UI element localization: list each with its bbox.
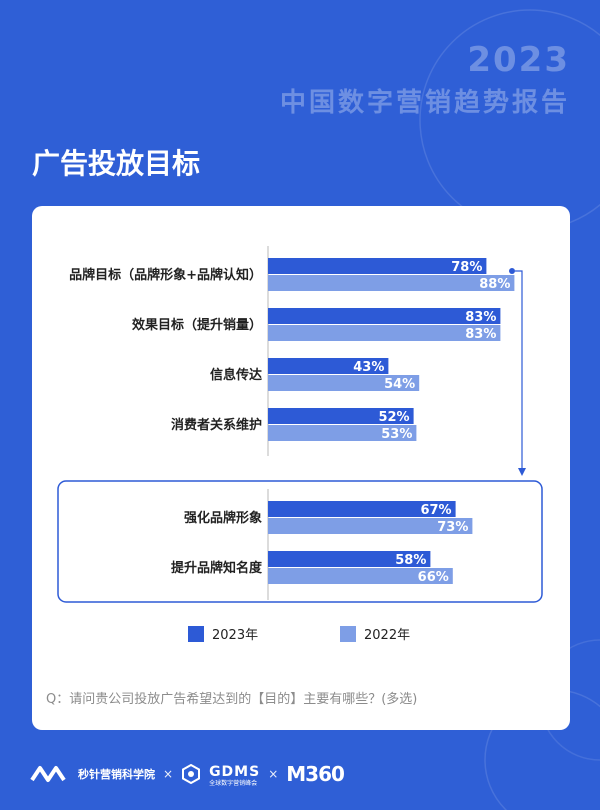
report-title: 中国数字营销趋势报告	[279, 88, 570, 118]
gdms-logo-icon	[182, 764, 201, 784]
connector-arrowhead	[518, 468, 526, 476]
bar-chart: 品牌目标（品牌形象+品牌认知） 78% 88% 效果目标（提升销量） 83% 83% 信息传…	[57, 246, 543, 643]
data-label: 52%	[378, 410, 409, 425]
legend-label: 2023年	[212, 628, 258, 643]
data-label: 78%	[451, 260, 482, 275]
footer-logos: 秒针营销科学院 × GDMS 全球数字营销峰会 × M360	[30, 760, 345, 788]
connector-line	[515, 270, 523, 474]
bar-2022	[268, 568, 453, 584]
gdms-subtitle: 全球数字营销峰会	[209, 780, 258, 787]
legend-label: 2022年	[364, 628, 410, 643]
bar-2022	[268, 518, 473, 534]
category-label: 消费者关系维护	[171, 417, 262, 433]
category-label: 品牌目标（品牌形象+品牌认知）	[69, 267, 262, 283]
m360-logo: M360	[286, 762, 345, 786]
data-label: 83%	[465, 327, 496, 342]
gdms-name: GDMS	[209, 764, 261, 780]
bar-2023	[268, 408, 414, 424]
connector-dot	[509, 268, 515, 274]
page-title: 广告投放目标	[32, 147, 201, 180]
legend-swatch	[188, 626, 204, 642]
category-label: 信息传达	[210, 367, 262, 383]
category-label: 提升品牌知名度	[171, 560, 263, 576]
bar-2022	[268, 275, 515, 291]
data-label: 83%	[465, 310, 496, 325]
data-label: 73%	[437, 520, 468, 535]
chart-card: 品牌目标（品牌形象+品牌认知） 78% 88% 效果目标（提升销量） 83% 83% 信息传…	[32, 206, 570, 730]
separator: ×	[163, 767, 174, 781]
gdms-wordmark: GDMS 全球数字营销峰会	[209, 761, 260, 787]
org1-name: 秒针营销科学院	[78, 768, 155, 781]
bar-2023	[268, 551, 431, 567]
highlight-box	[57, 480, 543, 603]
data-label: 43%	[353, 360, 384, 375]
bar-2023	[268, 501, 456, 517]
separator: ×	[268, 767, 279, 781]
data-label: 54%	[384, 377, 415, 392]
data-label: 53%	[381, 427, 412, 442]
survey-question: Q：请问贵公司投放广告希望达到的【目的】主要有哪些？(多选)	[46, 692, 418, 707]
bar-2022	[268, 425, 417, 441]
data-label: 58%	[395, 553, 426, 568]
data-label: 66%	[418, 570, 449, 585]
bar-2023	[268, 308, 501, 324]
bar-2023	[268, 258, 487, 274]
bar-2022	[268, 375, 420, 391]
legend-swatch	[340, 626, 356, 642]
data-label: 67%	[420, 503, 451, 518]
report-year: 2023	[467, 40, 570, 80]
data-label: 88%	[479, 277, 510, 292]
category-label: 强化品牌形象	[184, 510, 262, 526]
category-label: 效果目标（提升销量）	[132, 317, 262, 333]
bar-2022	[268, 325, 501, 341]
miaozhen-logo-icon	[30, 766, 66, 782]
bar-2023	[268, 358, 389, 374]
